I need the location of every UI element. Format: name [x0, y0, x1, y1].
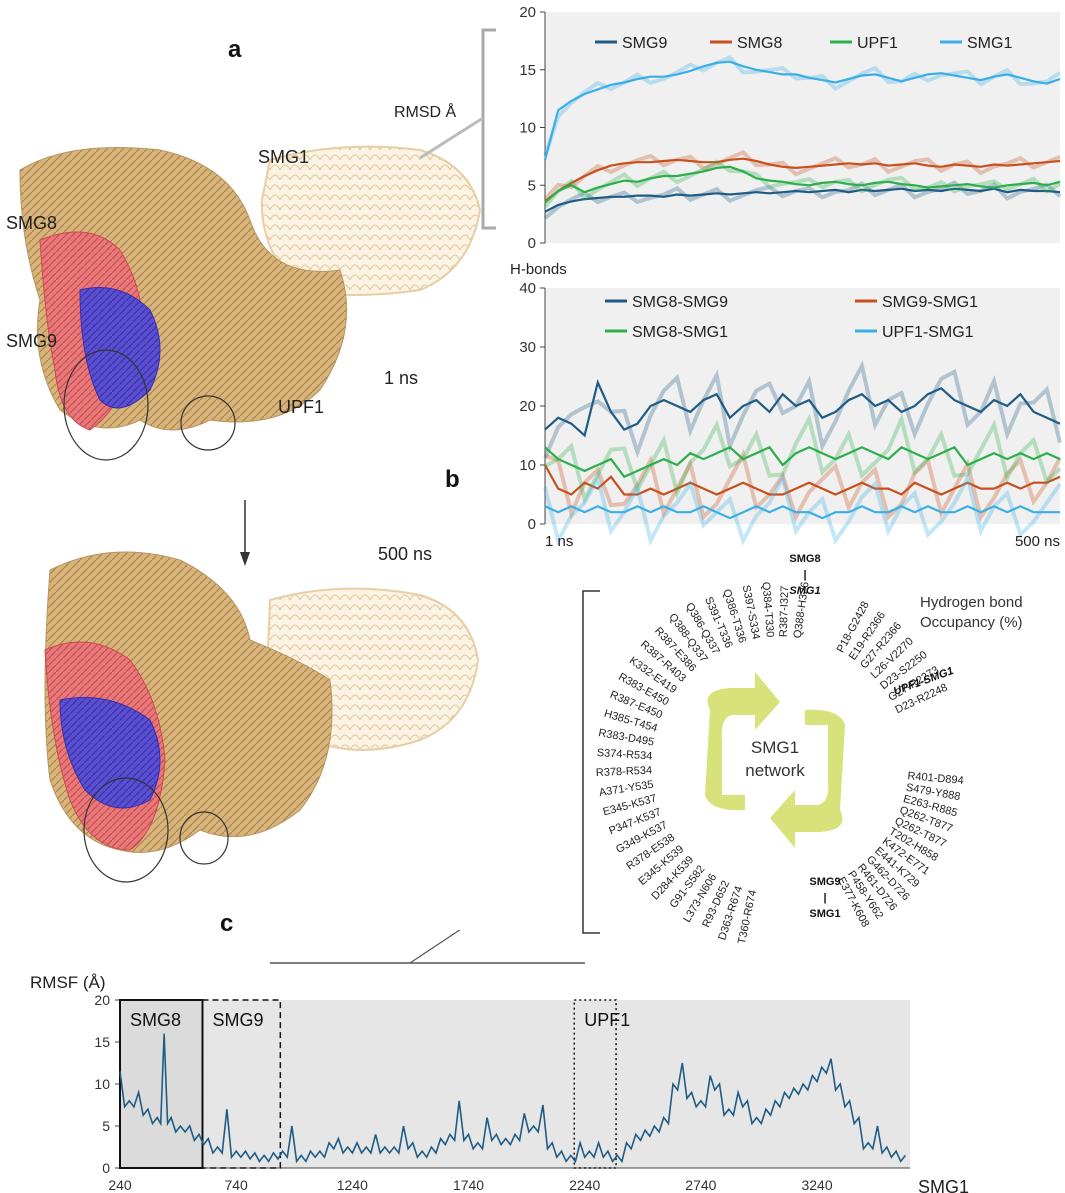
hbonds-band-smg8-smg9 — [543, 360, 1062, 459]
label-time-1ns: 1 ns — [384, 368, 419, 388]
smg8-group-label: SMG8 — [789, 553, 820, 565]
rmsf-xtick-label: 2740 — [685, 1177, 716, 1193]
label-upf1: UPF1 — [278, 397, 325, 417]
rmsf-domain-label-upf1: UPF1 — [584, 1010, 630, 1030]
hydrogen-bond-network: SMG1 network Hydrogen bond Occupancy (%)… — [582, 553, 1023, 945]
hbonds-ytick-label: 30 — [519, 339, 536, 356]
hbonds-band-upf1-smg1 — [543, 472, 1062, 547]
hbonds-legend-label: SMG8-SMG1 — [632, 324, 728, 341]
hbonds-legend-label: UPF1-SMG1 — [882, 324, 974, 341]
rmsd-legend-label: SMG1 — [967, 35, 1012, 52]
hbonds-ytick-label: 10 — [519, 457, 536, 474]
label-smg9: SMG9 — [6, 331, 58, 351]
rmsf-ytick-label: 10 — [94, 1076, 110, 1092]
network-cycle-arrows — [705, 672, 845, 848]
rmsf-xtick-label: 1740 — [453, 1177, 484, 1193]
network-title-line2: network — [745, 761, 805, 780]
occupancy-title-line1: Hydrogen bond — [920, 594, 1023, 611]
smg8-group-label: SMG1 — [789, 585, 820, 597]
rmsd-legend-label: UPF1 — [857, 35, 898, 52]
hbonds-legend-label: SMG8-SMG9 — [632, 294, 728, 311]
hbonds-line-smg8-smg1 — [544, 445, 1061, 479]
rmsd-ytick-label: 0 — [528, 235, 536, 252]
snapshot-1ns — [19, 145, 482, 461]
rmsf-domain-box-smg9 — [201, 999, 282, 1169]
rmsd-axis-label: RMSD Å — [394, 104, 457, 121]
rmsf-y-label: RMSF (Å) — [30, 973, 106, 992]
rmsd-ytick-label: 20 — [519, 4, 536, 21]
rmsf-plot-area — [120, 1000, 910, 1168]
hbonds-x-start-label: 1 ns — [545, 533, 573, 550]
label-smg8: SMG8 — [6, 213, 58, 233]
rmsf-ytick-label: 5 — [102, 1118, 110, 1134]
hbonds-line-smg8-smg9 — [544, 379, 1061, 438]
panel-letter-b: b — [445, 466, 460, 493]
hbonds-line-upf1-smg1 — [544, 505, 1060, 520]
occupancy-title-line2: Occupancy (%) — [920, 614, 1023, 631]
rmsf-x-label: SMG1 — [918, 1177, 969, 1193]
rmsd-line-smg1 — [543, 60, 1061, 161]
rmsd-ytick-label: 15 — [519, 62, 536, 79]
rmsd-ytick-label: 10 — [519, 120, 536, 137]
hbonds-ytick-label: 20 — [519, 398, 536, 415]
rmsf-domain-label-smg9: SMG9 — [212, 1010, 263, 1030]
rmsf-chart: RMSF (Å) 0 5 10 15 20 240 740 1240 1740 2240 2740 32… — [30, 973, 969, 1193]
rmsd-chart: 0 5 10 15 20 SMG9 SMG8 UPF1 SMG1 — [519, 4, 1062, 252]
rmsd-line-smg8 — [544, 157, 1061, 203]
rmsf-xtick-label: 3240 — [801, 1177, 832, 1193]
rmsd-bracket — [419, 28, 496, 230]
time-arrow — [240, 500, 250, 566]
smg9-group-label: SMG1 — [809, 908, 840, 920]
rmsf-xtick-label: 2240 — [569, 1177, 600, 1193]
rmsf-ytick-label: 20 — [94, 992, 110, 1008]
network-title-line1: SMG1 — [751, 738, 799, 757]
rmsf-xtick-label: 1240 — [337, 1177, 368, 1193]
smg9-smg1-pair-label: R401-D894 — [907, 770, 964, 787]
rmsd-line-upf1 — [544, 165, 1061, 204]
hbonds-ytick-label: 0 — [528, 516, 536, 533]
panel-letter-a: a — [228, 36, 242, 63]
rmsf-domain-box-upf1 — [573, 999, 617, 1169]
smg8-smg1-pair-label: R387-I327 — [778, 586, 792, 638]
hbonds-legend-label: SMG9-SMG1 — [882, 294, 978, 311]
rmsd-legend-label: SMG9 — [622, 35, 667, 52]
rmsf-xtick-label: 740 — [224, 1177, 248, 1193]
label-time-500ns: 500 ns — [378, 544, 433, 564]
hbonds-axis-label: H-bonds — [510, 261, 567, 278]
rmsf-line-smg1 — [119, 1033, 907, 1164]
smg8-smg1-pair-label: R378-R534 — [596, 765, 653, 780]
hbonds-ytick-label: 40 — [519, 280, 536, 297]
rmsf-xtick-label: 240 — [108, 1177, 132, 1193]
rmsf-ytick-label: 15 — [94, 1034, 110, 1050]
rmsd-plot-area — [545, 12, 1060, 243]
panel-letter-c: c — [220, 910, 234, 937]
smg8-smg1-pair-label: S374-R534 — [596, 747, 652, 763]
snapshot-500ns — [44, 551, 480, 883]
smg9-group-label: SMG9 — [809, 876, 840, 888]
label-smg1: SMG1 — [258, 147, 310, 167]
rmsd-line-smg9 — [544, 187, 1061, 213]
smg8-group-label: | — [803, 569, 806, 581]
rmsf-ytick-label: 0 — [102, 1160, 110, 1176]
rmsd-ytick-label: 5 — [528, 177, 536, 194]
network-connector — [270, 930, 585, 964]
rmsf-domain-label-smg8: SMG8 — [130, 1010, 181, 1030]
rmsd-legend-label: SMG8 — [737, 35, 782, 52]
structure-illustrations — [19, 28, 496, 883]
hbonds-x-end-label: 500 ns — [1015, 533, 1060, 550]
smg8-smg1-pair-label: Q384-T330 — [759, 581, 775, 637]
hbonds-chart: 0 10 20 30 40 SMG8-SMG9 SMG9-SMG1 SMG8-SMG1 UPF1… — [519, 280, 1062, 550]
rmsf-domain-box-smg8 — [119, 999, 204, 1169]
smg9-group-label: | — [823, 892, 826, 904]
hbonds-line-smg9-smg1 — [544, 464, 1061, 496]
